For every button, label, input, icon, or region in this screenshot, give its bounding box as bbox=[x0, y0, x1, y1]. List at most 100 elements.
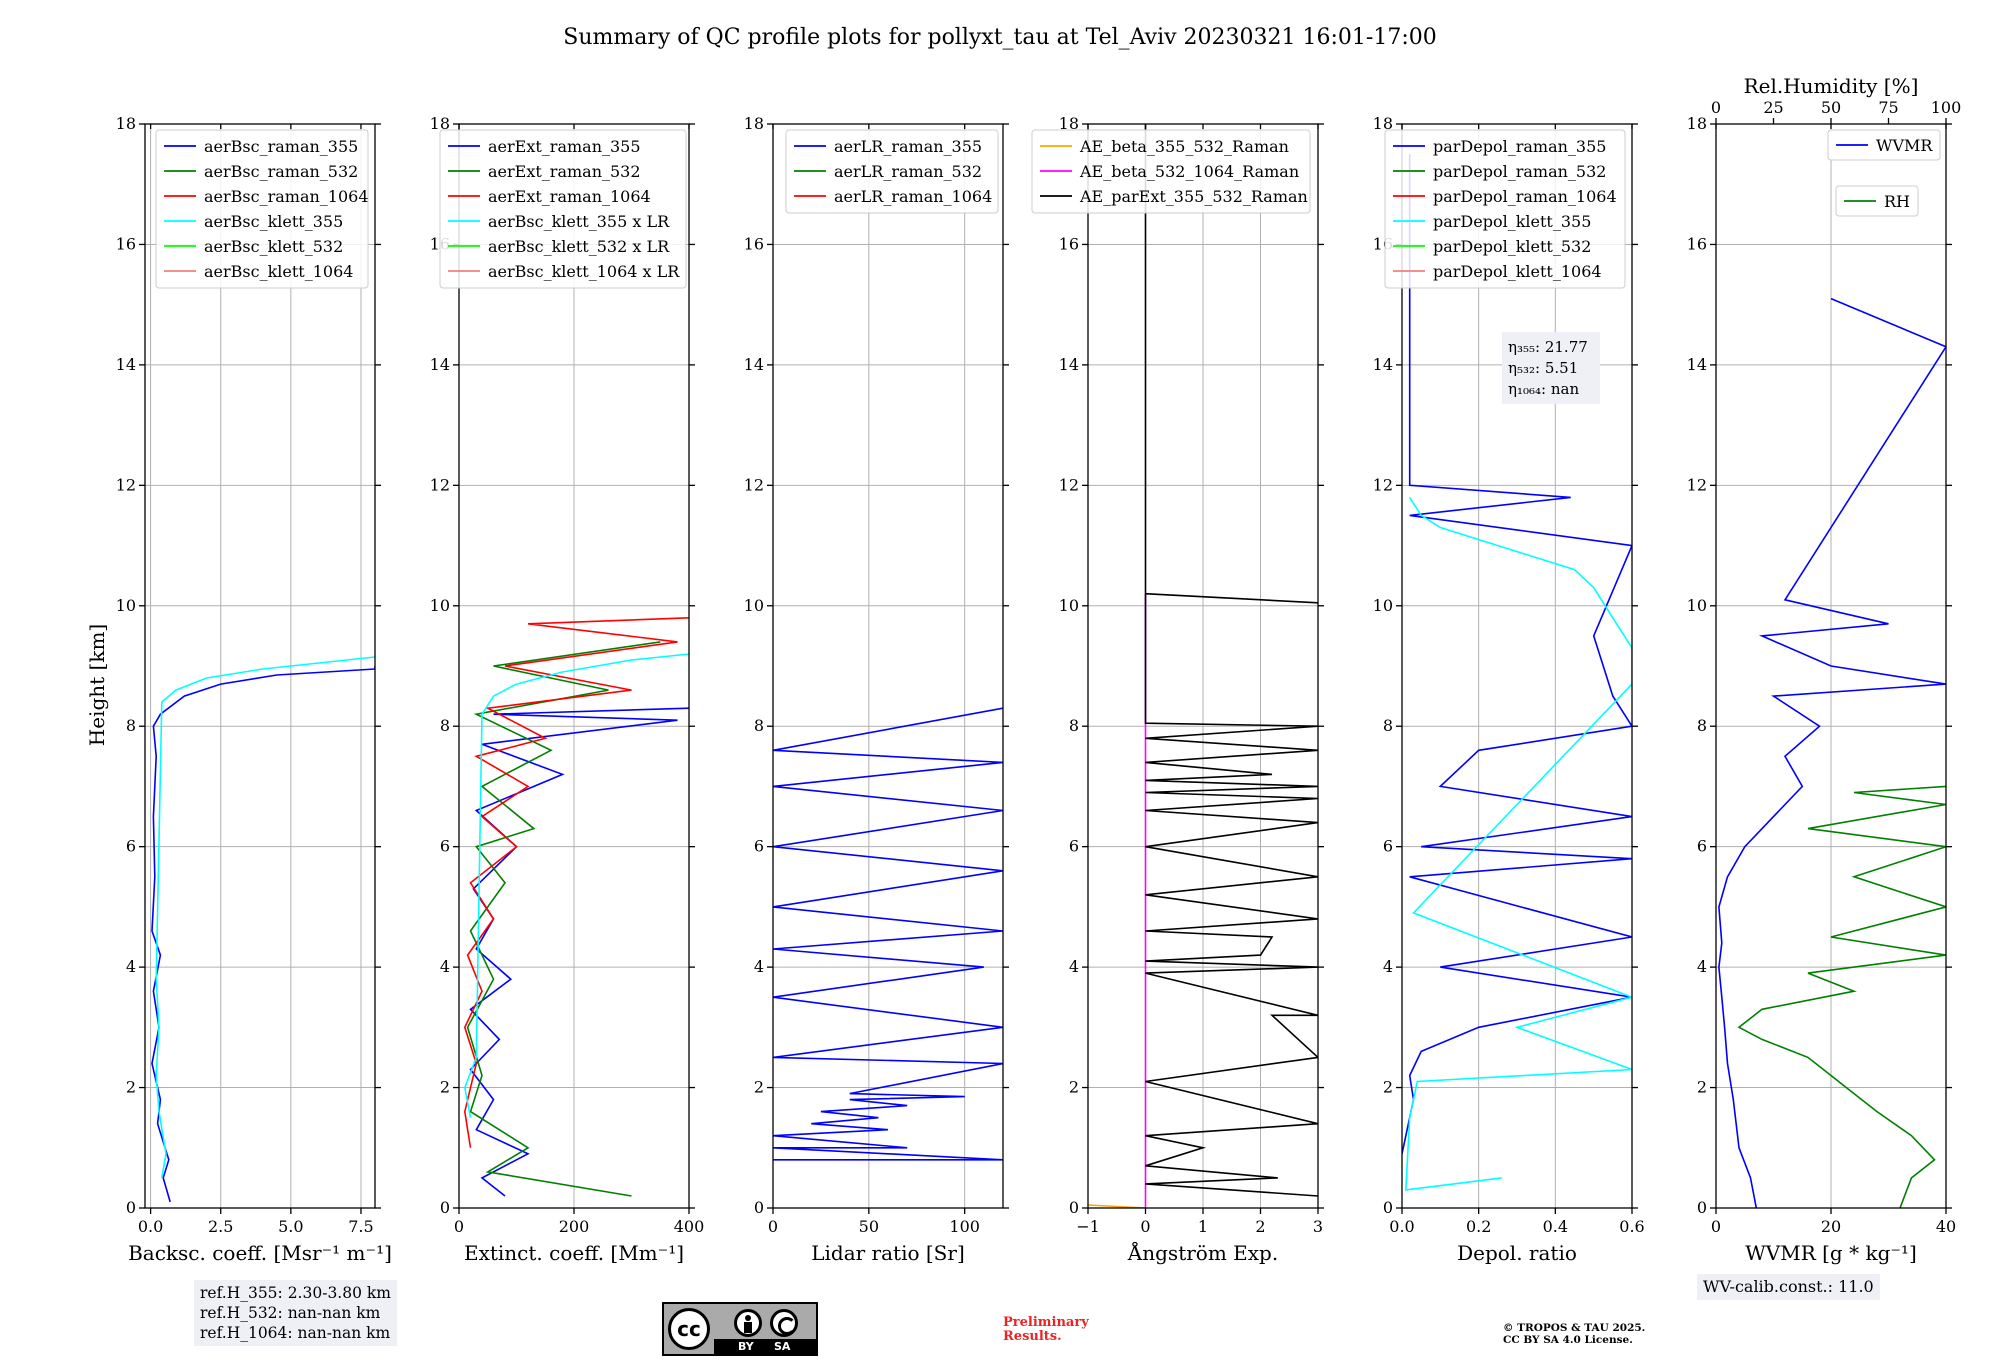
legend-label: aerBsc_klett_355 bbox=[204, 212, 343, 231]
copyright-line-2: CC BY SA 4.0 License. bbox=[1503, 1334, 1633, 1346]
y-tick-label: 6 bbox=[754, 837, 764, 856]
y-tick-label: 4 bbox=[126, 957, 136, 976]
x-tick-label: 7.5 bbox=[348, 1217, 373, 1236]
series-group bbox=[151, 656, 375, 1203]
y-tick-label: 12 bbox=[116, 475, 136, 494]
y-tick-label: 4 bbox=[440, 957, 450, 976]
legend-label: parDepol_klett_355 bbox=[1433, 212, 1591, 231]
series-line-AE_parExt_355_532_Raman bbox=[1144, 124, 1318, 1197]
series-line-RH bbox=[1737, 785, 1946, 1208]
y-tick-label: 12 bbox=[430, 475, 450, 494]
y-tick-label: 0 bbox=[440, 1198, 450, 1217]
y-tick-label: 8 bbox=[754, 716, 764, 735]
legend-label: aerBsc_raman_1064 bbox=[204, 187, 369, 206]
legend-label: aerLR_raman_355 bbox=[834, 137, 982, 156]
preliminary-note: Preliminary Results. bbox=[1003, 1316, 1089, 1344]
y-tick-label: 0 bbox=[754, 1198, 764, 1217]
y-tick-label: 0 bbox=[1383, 1198, 1393, 1217]
x-tick-label: 400 bbox=[674, 1217, 705, 1236]
series-line-WVMR bbox=[1718, 297, 1946, 1208]
y-tick-label: 2 bbox=[440, 1078, 450, 1097]
y-tick-label: 2 bbox=[1069, 1078, 1079, 1097]
x-tick-label: 100 bbox=[949, 1217, 980, 1236]
legend-label: parDepol_raman_355 bbox=[1433, 137, 1606, 156]
x2-tick-label: 25 bbox=[1763, 98, 1783, 117]
legend-label: aerExt_raman_1064 bbox=[488, 187, 651, 206]
series-line-aerExt_raman_532 bbox=[466, 641, 661, 1197]
legend-label: aerBsc_raman_532 bbox=[204, 162, 358, 181]
x-tick-label: 0 bbox=[1711, 1217, 1721, 1236]
y-axis-label: Height [km] bbox=[85, 624, 109, 746]
legend-label: parDepol_klett_532 bbox=[1433, 237, 1591, 256]
legend-label: aerLR_raman_1064 bbox=[834, 187, 992, 206]
legend-box bbox=[1384, 129, 1626, 289]
y-tick-label: 8 bbox=[126, 716, 136, 735]
series-line-aerExt_raman_355 bbox=[469, 707, 689, 1197]
y-tick-label: 6 bbox=[440, 837, 450, 856]
x-tick-label: 5.0 bbox=[278, 1217, 303, 1236]
x-axis-label: WVMR [g * kg⁻¹] bbox=[1745, 1241, 1917, 1265]
legend-label: aerBsc_klett_532 x LR bbox=[488, 237, 670, 256]
person-icon bbox=[734, 1309, 762, 1337]
series-line-aerBsc_klett_355 x LR bbox=[463, 653, 689, 1118]
cc-license-logo: cc BY SA bbox=[662, 1302, 818, 1356]
x-axis-label: Ångström Exp. bbox=[1127, 1240, 1278, 1265]
y-tick-label: 2 bbox=[1383, 1078, 1393, 1097]
refh-355: ref.H_355: 2.30-3.80 km bbox=[200, 1284, 391, 1302]
sa-label: SA bbox=[774, 1340, 791, 1353]
y-tick-label: 16 bbox=[1059, 234, 1079, 253]
y-tick-label: 18 bbox=[1687, 114, 1707, 133]
panel-6: 0 20 40 0 2 4 6 8 10 12 14 16 18 WVMR [g * kg⁻¹] 0 25 50… bbox=[1687, 74, 1962, 1265]
legend-label: aerBsc_klett_532 bbox=[204, 237, 343, 256]
y-tick-label: 0 bbox=[1697, 1198, 1707, 1217]
legend-label: aerBsc_klett_1064 x LR bbox=[488, 262, 680, 281]
y-tick-label: 12 bbox=[1373, 475, 1393, 494]
figure-title: Summary of QC profile plots for pollyxt_… bbox=[563, 25, 1436, 50]
legend-box bbox=[439, 129, 687, 289]
series-group bbox=[773, 707, 1003, 1161]
series-group bbox=[463, 617, 689, 1197]
legend-label: aerLR_raman_532 bbox=[834, 162, 982, 181]
legend-label: RH bbox=[1884, 192, 1910, 211]
y-tick-label: 10 bbox=[1373, 596, 1393, 615]
series-line-aerExt_raman_1064 bbox=[463, 617, 689, 1148]
y-tick-label: 18 bbox=[116, 114, 136, 133]
legend-label: aerExt_raman_532 bbox=[488, 162, 641, 181]
x-tick-label: −1 bbox=[1076, 1217, 1100, 1236]
x2-tick-label: 0 bbox=[1711, 98, 1721, 117]
x-tick-label: 0 bbox=[768, 1217, 778, 1236]
y-tick-label: 2 bbox=[126, 1078, 136, 1097]
copyright-line-1: © TROPOS & TAU 2025. bbox=[1503, 1322, 1646, 1334]
y-tick-label: 16 bbox=[116, 234, 136, 253]
refh-1064: ref.H_1064: nan-nan km bbox=[200, 1324, 391, 1342]
y-tick-label: 6 bbox=[126, 837, 136, 856]
y-tick-label: 14 bbox=[1373, 355, 1393, 374]
y-tick-label: 0 bbox=[1069, 1198, 1079, 1217]
y-tick-label: 2 bbox=[1697, 1078, 1707, 1097]
eta-annotation-box bbox=[1502, 332, 1600, 404]
y-tick-label: 14 bbox=[744, 355, 764, 374]
y-tick-label: 4 bbox=[754, 957, 764, 976]
y-tick-label: 18 bbox=[1373, 114, 1393, 133]
copyright-note: © TROPOS & TAU 2025. CC BY SA 4.0 Licens… bbox=[1503, 1322, 1645, 1346]
x-tick-label: 40 bbox=[1936, 1217, 1956, 1236]
y-tick-label: 4 bbox=[1383, 957, 1393, 976]
y-tick-label: 8 bbox=[1697, 716, 1707, 735]
x2-axis-label: Rel.Humidity [%] bbox=[1744, 74, 1919, 98]
legend-box bbox=[1031, 129, 1311, 214]
eta-annotation-line: η₅₃₂: 5.51 bbox=[1508, 359, 1578, 377]
legend-label: aerBsc_klett_355 x LR bbox=[488, 212, 670, 231]
legend-box bbox=[785, 129, 999, 214]
legend-label: WVMR bbox=[1876, 136, 1933, 155]
eta-annotation-line: η₃₅₅: 21.77 bbox=[1508, 338, 1588, 356]
y-tick-label: 10 bbox=[116, 596, 136, 615]
x-tick-label: 200 bbox=[559, 1217, 590, 1236]
x-tick-label: 0 bbox=[1140, 1217, 1150, 1236]
y-tick-label: 18 bbox=[430, 114, 450, 133]
reference-height-box: ref.H_355: 2.30-3.80 km ref.H_532: nan-n… bbox=[194, 1280, 397, 1346]
x2-tick-label: 50 bbox=[1821, 98, 1841, 117]
cc-icon: cc bbox=[668, 1308, 710, 1350]
series-group bbox=[1402, 154, 1632, 1191]
